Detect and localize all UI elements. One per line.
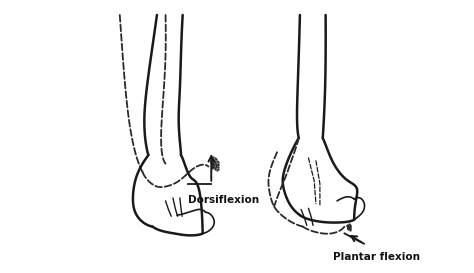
Text: Dorsiflexion: Dorsiflexion (188, 195, 260, 205)
Text: Plantar flexion: Plantar flexion (333, 252, 420, 262)
